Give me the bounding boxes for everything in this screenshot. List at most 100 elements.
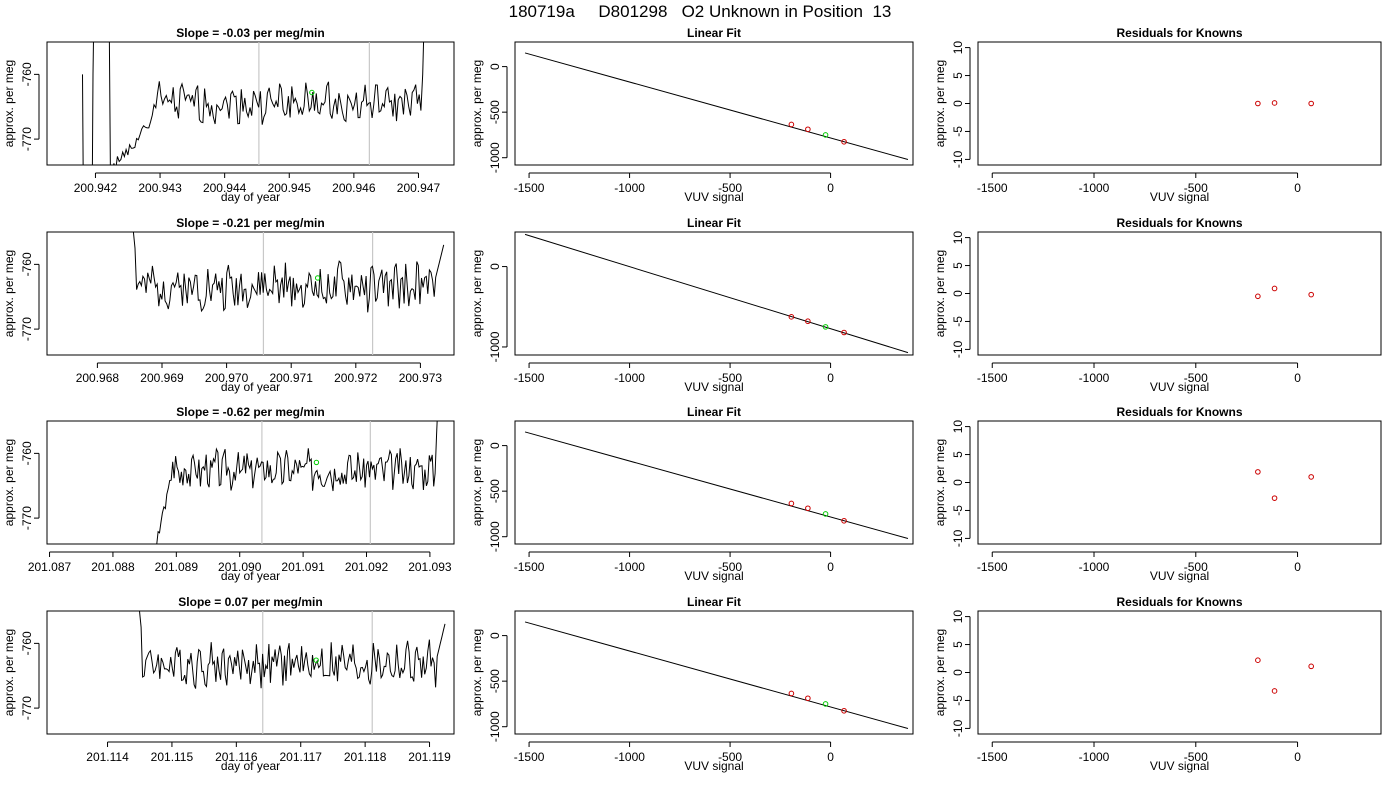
y-tick-label: -1000 [488,331,502,362]
y-tick-label: -760 [20,441,34,465]
x-tick-label: 200.969 [140,371,184,385]
y-tick-label: -770 [20,506,34,530]
y-axis-label: approx. per meg [933,439,947,526]
plot-frame [46,610,455,735]
x-tick-label: 201.117 [279,750,322,764]
residual-point [1308,100,1314,107]
x-tick-label: 200.971 [270,371,314,385]
y-tick-label: -10 [951,150,965,168]
y-tick-label: 10 [951,610,965,624]
plot-frame [46,420,455,545]
y-tick-label: -500 [488,479,502,503]
y-tick-label: -1000 [488,142,502,173]
y-axis-label: approx. per meg [2,250,16,337]
y-tick-label: 5 [951,262,965,269]
x-tick-label: 201.093 [408,560,452,574]
x-tick-label: 201.119 [408,750,451,764]
panel-title: Slope = 0.07 per meg/min [178,595,322,609]
y-tick-label: -10 [951,719,965,737]
x-tick-label: -500 [718,560,742,574]
panel-title: Residuals for Knowns [1116,405,1242,419]
x-tick-label: 201.114 [86,750,129,764]
signal-trace [82,42,425,165]
plot-frame [977,420,1382,545]
x-tick-label: -500 [718,371,742,385]
y-tick-label: 0 [951,100,965,107]
y-tick-label: -10 [951,340,965,358]
y-tick-label: -5 [951,316,965,327]
x-tick-label: 200.943 [138,181,182,195]
x-tick-label: 200.968 [76,371,120,385]
panel-title: Slope = -0.21 per meg/min [176,216,324,230]
y-tick-label: 0 [488,63,502,70]
x-tick-label: 201.116 [215,750,258,764]
y-tick-label: -1000 [488,711,502,742]
x-tick-label: 201.088 [91,560,135,574]
known-standard-point [805,695,811,702]
x-tick-label: 200.946 [332,181,376,195]
x-axis-label: VUV signal [684,569,743,583]
x-tick-label: -500 [718,750,742,764]
residuals-panel-2: Residuals for Knowns -1500 -1000 -500 0 VUV s… [933,216,1382,394]
y-tick-label: 0 [488,442,502,449]
y-axis-label: approx. per meg [470,629,484,716]
y-tick-label: -760 [20,62,34,86]
plot-frame [514,41,914,166]
unknown-sample-point [822,701,829,707]
y-axis-label: approx. per meg [2,629,16,716]
x-tick-label: -1000 [1079,181,1110,195]
x-axis-label: VUV signal [684,380,743,394]
known-standard-point [841,707,847,714]
plot-area [138,611,446,734]
x-tick-label: 200.947 [397,181,441,195]
unknown-sample-point [822,324,829,330]
x-tick-label: 200.942 [74,181,118,195]
signal-trace [154,421,438,544]
x-tick-label: -1000 [614,181,645,195]
panel-title: Slope = -0.62 per meg/min [176,405,324,419]
panel-title: Linear Fit [687,405,741,419]
known-standard-point [788,690,795,697]
x-tick-label: 200.973 [399,371,443,385]
x-tick-label: -500 [1184,371,1208,385]
known-standard-point [788,121,795,128]
x-tick-label: 0 [1294,560,1301,574]
y-tick-label: 0 [951,290,965,297]
y-axis-label: approx. per meg [933,60,947,147]
residual-point [1271,100,1278,106]
x-axis-label: day of year [221,190,280,204]
x-axis-label: VUV signal [1150,569,1209,583]
panel-title: Residuals for Knowns [1116,595,1242,609]
unknown-mean-point [313,657,319,663]
y-tick-label: -5 [951,126,965,137]
y-tick-label: 5 [951,641,965,648]
x-tick-label: 200.945 [268,181,312,195]
known-standard-point [805,318,811,325]
x-axis-label: VUV signal [684,190,743,204]
x-tick-label: 200.972 [334,371,378,385]
y-tick-label: -500 [488,100,502,124]
x-tick-label: 201.115 [151,750,194,764]
x-tick-label: -500 [1184,750,1208,764]
y-tick-label: 0 [951,669,965,676]
x-tick-label: 201.089 [155,560,199,574]
x-tick-label: -1500 [514,181,545,195]
x-tick-label: 201.090 [218,560,262,574]
linear-fit-panel-1: Linear Fit -1500 -1000 -500 0 VUV signal 0 -500… [470,26,914,204]
x-tick-label: -1500 [977,750,1008,764]
y-axis-label: approx. per meg [933,250,947,337]
fit-line [524,431,909,540]
fit-line [524,233,909,354]
y-axis-label: approx. per meg [470,250,484,337]
residuals-panel-4: Residuals for Knowns -1500 -1000 -500 0 VUV s… [933,595,1382,773]
unknown-sample-point [822,511,829,517]
y-axis-label: approx. per meg [2,439,16,526]
x-tick-label: 0 [1294,371,1301,385]
plot-frame [46,231,455,356]
x-tick-label: 200.944 [203,181,247,195]
signal-trace [138,611,446,689]
residual-point [1271,495,1278,501]
y-tick-label: 0 [488,632,502,639]
y-axis-label: approx. per meg [470,439,484,526]
